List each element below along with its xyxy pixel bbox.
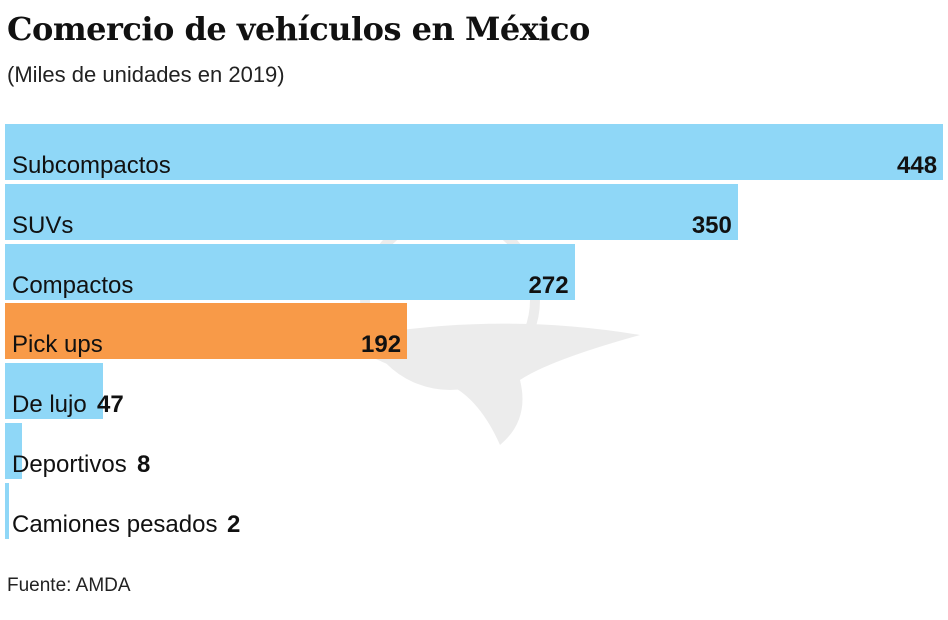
category-label: Subcompactos xyxy=(12,152,171,179)
bar-deportivos xyxy=(5,423,22,479)
category-label: Camiones pesados xyxy=(12,510,218,538)
category-label: Pick ups xyxy=(12,331,103,359)
chart-subtitle: (Miles de unidades en 2019) xyxy=(7,62,285,87)
value-label: 350 xyxy=(691,211,732,239)
value-label: 8 xyxy=(137,451,151,478)
value-label: 448 xyxy=(897,152,938,179)
bar-camiones-pesados xyxy=(5,482,10,539)
bar-subcompactos xyxy=(5,124,943,180)
bar-compactos xyxy=(5,243,575,300)
category-label: SUVs xyxy=(12,211,74,239)
value-label: 272 xyxy=(528,271,569,299)
value-label: 192 xyxy=(361,331,402,359)
bar-de-lujo xyxy=(5,363,104,420)
chart-title: Comercio de vehículos en México xyxy=(7,10,590,48)
value-label: 2 xyxy=(227,510,241,538)
category-label: De lujo xyxy=(12,391,87,419)
category-label: Compactos xyxy=(12,271,134,299)
category-label: Deportivos xyxy=(12,451,127,478)
source-note: Fuente: AMDA xyxy=(7,575,131,596)
bar-suvs xyxy=(5,183,738,240)
bar-pick-ups xyxy=(5,303,407,360)
value-label: 47 xyxy=(97,391,124,419)
